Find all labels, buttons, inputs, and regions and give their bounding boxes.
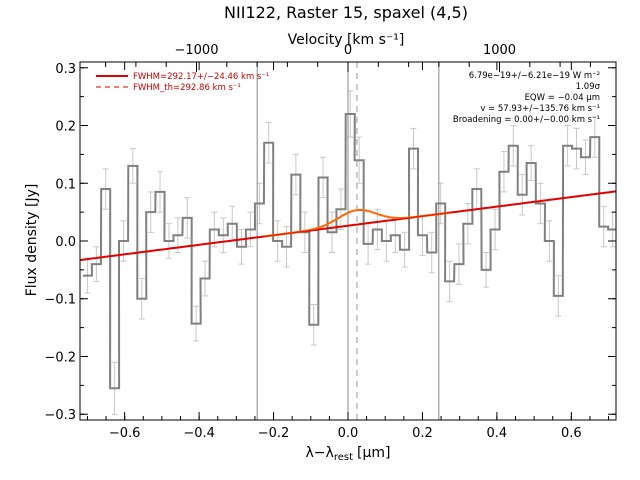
error-bars xyxy=(84,90,616,415)
top-tick-label: −1000 xyxy=(175,43,219,58)
y-tick-label: −0.2 xyxy=(44,350,76,365)
data-step-series xyxy=(82,113,616,390)
y-tick-label: 0.3 xyxy=(55,62,76,77)
y-axis-label: Flux density [Jy] xyxy=(24,184,40,297)
top-tick-label: 0 xyxy=(344,43,352,58)
y-tick-label: 0.0 xyxy=(55,235,76,250)
annotation-eqw: EQW = −0.04 μm xyxy=(525,93,600,103)
annotation-velocity: v = 57.93+/−135.76 km s⁻¹ xyxy=(480,104,600,114)
legend-entry-fwhm: FWHM=292.17+/−24.46 km s⁻¹ xyxy=(133,72,269,82)
y-tick-label: −0.1 xyxy=(44,293,76,308)
x-axis-label-main: λ−λ xyxy=(306,445,334,461)
chart-title: NII122, Raster 15, spaxel (4,5) xyxy=(224,3,468,22)
reference-lines xyxy=(256,62,440,420)
top-tick-label: 1000 xyxy=(483,43,516,58)
fit-lines xyxy=(79,190,617,262)
x-tick-label: −0.2 xyxy=(258,426,290,441)
x-tick-label: 0.2 xyxy=(412,426,433,441)
x-axis-label-sub: rest xyxy=(334,452,353,463)
y-tick-label: −0.3 xyxy=(44,408,76,423)
tick-labels: −0.6 −0.4 −0.2 0.0 0.2 0.4 0.6 −0.3 −0.2 −0.1 0.0 0… xyxy=(44,43,581,441)
annotation-broadening: Broadening = 0.00+/−0.00 km s⁻¹ xyxy=(453,115,600,125)
x-tick-label: 0.6 xyxy=(561,426,582,441)
legend: FWHM=292.17+/−24.46 km s⁻¹ FWHM_th=292.8… xyxy=(96,72,269,93)
data-step-line xyxy=(82,113,616,390)
x-tick-label: 0.0 xyxy=(338,426,359,441)
y-tick-label: 0.1 xyxy=(55,177,76,192)
x-axis-label-unit: [μm] xyxy=(357,445,390,461)
y-tick-label: 0.2 xyxy=(55,120,76,135)
top-axis-label: Velocity [km s⁻¹] xyxy=(288,32,405,48)
legend-entry-fwhm-th: FWHM_th=292.86 km s⁻¹ xyxy=(133,83,241,93)
x-tick-label: 0.4 xyxy=(487,426,508,441)
annotation-sigma: 1.09σ xyxy=(576,82,601,92)
x-tick-label: −0.4 xyxy=(183,426,215,441)
fit-annotations: 6.79e−19+/−6.21e−19 W m⁻² 1.09σ EQW = −0… xyxy=(453,71,601,125)
x-tick-label: −0.6 xyxy=(109,426,141,441)
continuum-thin-line xyxy=(79,190,617,261)
axes xyxy=(79,61,617,421)
annotation-flux: 6.79e−19+/−6.21e−19 W m⁻² xyxy=(469,71,600,81)
x-axis-label: λ−λrest [μm] xyxy=(306,445,391,463)
